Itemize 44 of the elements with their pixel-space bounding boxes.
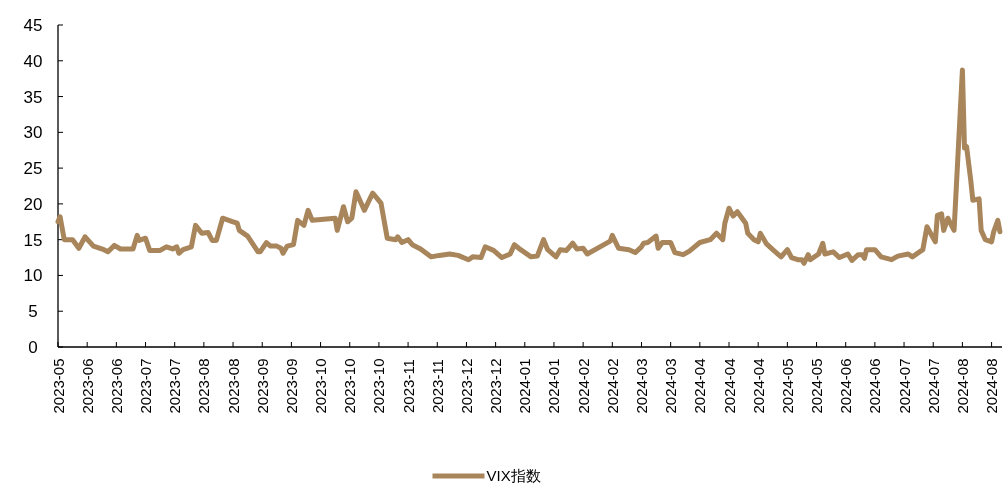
x-tick-label: 2024-05 xyxy=(778,358,796,414)
y-tick-label: 35 xyxy=(23,87,43,107)
x-tick-label: 2024-02 xyxy=(603,358,621,414)
y-tick-label: 10 xyxy=(23,266,43,286)
x-tick-label: 2023-11 xyxy=(428,359,446,413)
x-tick-label: 2024-03 xyxy=(662,358,680,414)
x-tick-label: 2024-04 xyxy=(749,358,767,414)
y-tick-label: 0 xyxy=(28,338,38,357)
y-tick-label: 20 xyxy=(23,194,43,214)
x-tick-label: 2023-10 xyxy=(312,358,330,414)
x-tick-label: 2024-04 xyxy=(720,358,738,414)
x-tick-label: 2023-08 xyxy=(224,358,242,414)
x-tick-label: 2024-07 xyxy=(924,358,942,414)
x-tick-label: 2024-08 xyxy=(953,358,971,414)
x-tick-label: 2024-08 xyxy=(983,358,1001,414)
x-tick-label: 2023-07 xyxy=(166,358,184,414)
y-tick-label: 30 xyxy=(23,123,43,143)
x-tick-label: 2023-09 xyxy=(253,358,271,414)
x-tick-label: 2024-01 xyxy=(545,358,563,414)
x-tick-label: 2024-01 xyxy=(516,358,534,414)
y-tick-label: 15 xyxy=(23,230,43,250)
x-tick-label: 2023-09 xyxy=(282,358,300,414)
x-tick-label: 2023-05 xyxy=(49,358,67,414)
y-tick-label: 5 xyxy=(28,302,38,322)
x-tick-label: 2023-08 xyxy=(195,358,213,414)
y-tick-label: 25 xyxy=(23,159,43,179)
y-tick-label: 45 xyxy=(23,16,43,35)
x-tick-label: 2024-03 xyxy=(632,358,650,414)
x-tick-label: 2023-10 xyxy=(370,358,388,414)
x-tick-label: 2024-06 xyxy=(837,358,855,414)
x-tick-label: 2023-12 xyxy=(487,358,505,414)
x-tick-label: 2024-06 xyxy=(866,358,884,414)
legend-label: VIX指数 xyxy=(486,467,541,484)
y-tick-label: 40 xyxy=(23,51,43,71)
x-tick-label: 2024-07 xyxy=(895,358,913,414)
x-tick-label: 2023-06 xyxy=(78,358,96,414)
x-tick-label: 2023-11 xyxy=(399,359,417,413)
x-tick-label: 2024-05 xyxy=(808,358,826,414)
x-tick-label: 2024-04 xyxy=(691,358,709,414)
x-tick-label: 2024-02 xyxy=(574,358,592,414)
x-tick-label: 2023-10 xyxy=(341,358,359,414)
x-tick-label: 2023-12 xyxy=(457,358,475,414)
x-tick-label: 2023-06 xyxy=(107,358,125,414)
x-tick-label: 2023-07 xyxy=(137,358,155,414)
